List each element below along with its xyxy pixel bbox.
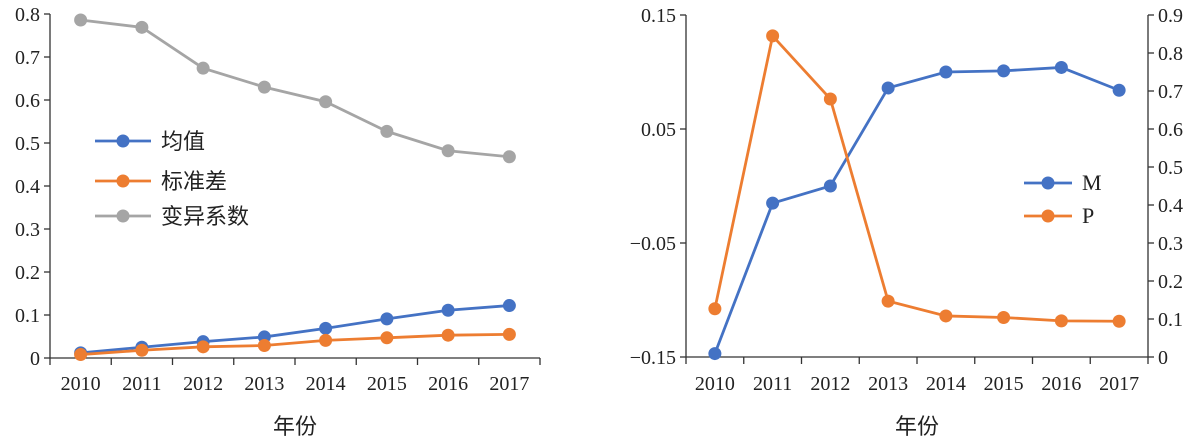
series-line-P <box>713 32 1120 323</box>
data-point <box>1054 314 1068 328</box>
legend-label: P <box>1082 203 1094 228</box>
data-point <box>881 81 895 95</box>
x-tick-label: 2013 <box>244 373 284 395</box>
x-tick-label: 2015 <box>367 373 407 395</box>
data-point <box>441 144 455 158</box>
data-point <box>135 20 149 34</box>
y2-tick-label: 0.3 <box>1158 233 1183 255</box>
y2-tick-label: 0 <box>1158 347 1168 369</box>
legend-label: 变异系数 <box>161 204 249 229</box>
x-tick-label: 2016 <box>1041 373 1081 395</box>
y-tick-label: 0.5 <box>15 133 40 155</box>
x-axis-title: 年份 <box>895 414 939 439</box>
data-point <box>502 150 516 164</box>
data-point <box>766 196 780 210</box>
y-tick-label: 0.7 <box>15 47 40 69</box>
data-point <box>823 92 837 106</box>
data-point <box>380 312 394 326</box>
y-tick-label: 0.05 <box>641 119 676 141</box>
data-point <box>196 61 210 75</box>
data-point <box>1112 83 1126 97</box>
x-tick-label: 2017 <box>1099 373 1139 395</box>
x-tick-label: 2010 <box>61 373 101 395</box>
y-tick-label: 0.3 <box>15 219 40 241</box>
data-point <box>135 343 149 357</box>
data-point <box>441 303 455 317</box>
legend-label: 均值 <box>161 129 205 154</box>
legend-swatch-marker <box>1041 209 1055 223</box>
data-point <box>502 327 516 341</box>
y2-tick-label: 0.9 <box>1158 5 1183 27</box>
x-tick-label: 2017 <box>489 373 529 395</box>
chart-right: −0.15 −0.05 0.05 0.15 0 0.1 0.2 0.3 0.4 0.5 0.6 0.7… <box>630 5 1183 439</box>
y2-tick-label: 0.4 <box>1158 195 1183 217</box>
data-point <box>257 339 271 353</box>
y-tick-label: 0.1 <box>15 305 40 327</box>
x-tick-label: 2011 <box>122 373 161 395</box>
y2-tick-label: 0.7 <box>1158 81 1183 103</box>
x-tick-label: 2014 <box>306 373 346 395</box>
y2-tick-label: 0.1 <box>1158 309 1183 331</box>
data-point <box>257 80 271 94</box>
x-tick-label: 2012 <box>810 373 850 395</box>
y-tick-label: 0.8 <box>15 4 40 26</box>
data-point <box>74 348 88 362</box>
data-point <box>74 13 88 27</box>
x-tick-label: 2010 <box>695 373 735 395</box>
y2-tick-label: 0.2 <box>1158 271 1183 293</box>
y-tick-label: 0.4 <box>15 176 40 198</box>
y2-tick-label: 0.5 <box>1158 157 1183 179</box>
data-point <box>196 340 210 354</box>
y-tick-label: −0.05 <box>630 233 676 255</box>
data-point <box>997 64 1011 78</box>
data-point <box>319 321 333 335</box>
data-point <box>997 310 1011 324</box>
data-point <box>708 347 722 361</box>
x-tick-label: 2014 <box>926 373 966 395</box>
data-point <box>380 124 394 138</box>
data-point <box>502 299 516 313</box>
data-point <box>1112 314 1126 328</box>
y2-tick-label: 0.8 <box>1158 43 1183 65</box>
series-line-3 <box>80 18 510 159</box>
data-point <box>319 333 333 347</box>
data-point <box>881 294 895 308</box>
y-tick-label: 0.6 <box>15 90 40 112</box>
x-tick-label: 2012 <box>183 373 223 395</box>
legend-label: 标准差 <box>161 169 227 194</box>
data-point <box>766 29 780 43</box>
series-line-2 <box>80 332 510 356</box>
legend-swatch-marker <box>116 209 130 223</box>
series-line-1 <box>80 304 510 355</box>
data-point <box>380 331 394 345</box>
x-axis-title: 年份 <box>273 414 317 439</box>
x-tick-label: 2016 <box>428 373 468 395</box>
y2-tick-label: 0.6 <box>1158 119 1183 141</box>
data-point <box>939 309 953 323</box>
x-tick-label: 2013 <box>868 373 908 395</box>
legend-swatch-marker <box>116 134 130 148</box>
data-point <box>708 302 722 316</box>
y-tick-label: −0.15 <box>630 347 676 369</box>
legend-label: M <box>1082 170 1102 195</box>
chart-left: 0 0.1 0.2 0.3 0.4 0.5 0.6 0.7 0.8 2010 2011 2012 201… <box>15 4 541 439</box>
data-point <box>441 328 455 342</box>
x-tick-label: 2011 <box>753 373 792 395</box>
legend-swatch-marker <box>1041 176 1055 190</box>
series-line-M <box>713 66 1120 355</box>
x-tick-label: 2015 <box>984 373 1024 395</box>
y-tick-label: 0.15 <box>641 5 676 27</box>
data-point <box>823 179 837 193</box>
y-tick-label: 0.2 <box>15 262 40 284</box>
y-tick-label: 0 <box>30 348 40 370</box>
data-point <box>939 65 953 79</box>
legend-swatch-marker <box>116 174 130 188</box>
data-point <box>1054 60 1068 74</box>
data-point <box>319 95 333 109</box>
